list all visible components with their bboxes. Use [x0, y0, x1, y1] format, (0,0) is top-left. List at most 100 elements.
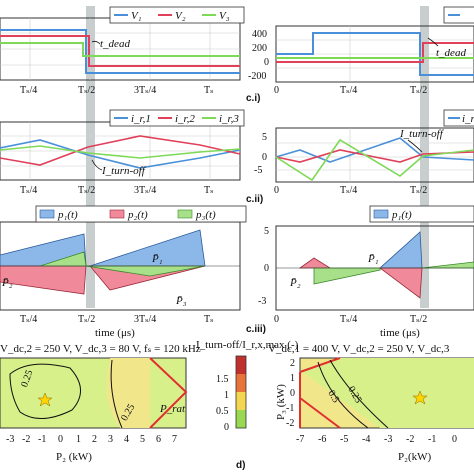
- pmax-boundary: [149, 357, 188, 429]
- panel-c-i: 400 200 0 -200 0 Tₛ/4 Tₛ/2 t_dead c.i): [246, 6, 474, 104]
- x-tick: 7: [172, 434, 177, 445]
- colorbar-tick: 1: [224, 390, 229, 401]
- x-tick: Tₛ/4: [340, 314, 357, 325]
- panel-a-i: V₁ V₂ V₃ t_dead Tₛ/4 Tₛ/2 3Tₛ/4 Tₛ: [0, 6, 245, 96]
- legend-p2: p₂(t): [127, 209, 148, 221]
- annotation-tdead: t_dead: [436, 47, 466, 59]
- legend-v2: V₂: [175, 10, 186, 22]
- legend-v3: V₃: [219, 10, 230, 22]
- contour: [317, 361, 369, 429]
- legend-ir3: i_r,3: [219, 113, 239, 125]
- colorbar: I_turn-off/I_r,x,max (-) 1.5 1 0.5 0 d): [196, 339, 299, 471]
- series-ir3: [275, 138, 474, 182]
- legend-ir2: i_r,2: [175, 113, 195, 125]
- contour: [110, 359, 123, 429]
- y-tick: -5: [254, 165, 262, 176]
- x-tick: -7: [296, 434, 304, 445]
- series-ir3: [0, 145, 241, 159]
- contour: [9, 363, 81, 419]
- annotation-prat: P_rat: [159, 403, 186, 415]
- legend-p3: p₃(t): [195, 209, 216, 221]
- y-tick: 1: [290, 373, 295, 384]
- x-tick: 1: [76, 434, 81, 445]
- x-tick: 6: [156, 434, 161, 445]
- x-axis-label: P₂ (kW): [56, 451, 92, 463]
- heatmap-title: V_dc,1 = 400 V, V_dc,2 = 250 V, V_dc,3: [268, 343, 450, 355]
- mean-label: P̄₁: [367, 253, 379, 265]
- x-tick: -2: [22, 434, 30, 445]
- x-axis-label: time (μs): [95, 327, 135, 339]
- y-tick: 400: [252, 29, 267, 40]
- y-tick: 5: [262, 132, 267, 143]
- legend-v1: V₁: [131, 10, 142, 22]
- mean-label: P̄₂: [289, 277, 301, 289]
- pmax-boundary: [299, 357, 341, 429]
- area-p1: [378, 231, 423, 269]
- legend-ir1: i_r,1: [131, 113, 151, 125]
- star-marker: [412, 390, 428, 405]
- x-axis-label: time (μs): [380, 327, 420, 339]
- x-tick: Tₛ/2: [410, 85, 427, 96]
- x-axis-label: P₂(kW): [398, 451, 431, 463]
- x-tick: Tₛ/4: [340, 85, 357, 96]
- colorbar-title: I_turn-off/I_r,x,max (-): [196, 339, 299, 351]
- x-tick: 3Tₛ/4: [134, 314, 156, 325]
- x-tick: -2: [406, 434, 414, 445]
- mean-label: P̄₁: [151, 253, 163, 265]
- contour: [329, 359, 389, 429]
- highlight-band-left: [86, 6, 95, 308]
- x-tick: Tₛ/2: [78, 185, 95, 196]
- panel-label: c.ii): [246, 194, 263, 205]
- x-tick: Tₛ/4: [20, 185, 37, 196]
- y-tick: 0: [262, 152, 267, 163]
- x-tick: -3: [384, 434, 392, 445]
- x-tick: 0: [274, 314, 279, 325]
- x-tick: 3Tₛ/4: [134, 185, 156, 196]
- annotation-iturnoff: I_turn-off: [101, 165, 147, 177]
- x-tick: -5: [340, 434, 348, 445]
- mean-label: P̄₂: [1, 277, 13, 289]
- x-tick: Tₛ/2: [410, 185, 427, 196]
- x-tick: Tₛ/2: [78, 85, 95, 96]
- series-ir1: [275, 137, 474, 163]
- colorbar-tick: 1.5: [216, 374, 229, 385]
- heatmap-title: V_dc,2 = 250 V, V_dc,3 = 80 V, fₛ = 120 …: [0, 343, 201, 355]
- legend-ir1: i_r,1: [462, 113, 474, 125]
- y-tick: 0: [290, 388, 295, 399]
- panel-c-iii: 5 0 -3 p₁(t) P̄₁ P̄₂ 0 Tₛ/4 Tₛ/2 time (μ…: [246, 205, 474, 339]
- x-tick: Tₛ/2: [410, 314, 427, 325]
- y-tick: 2: [290, 358, 295, 369]
- x-tick: 3: [108, 434, 113, 445]
- y-tick: 0: [264, 263, 269, 274]
- series-v1: [0, 29, 240, 74]
- panel-label: d): [236, 460, 245, 471]
- x-tick: Tₛ: [204, 185, 213, 196]
- y-tick: -2: [286, 418, 294, 429]
- y-tick: 200: [252, 43, 267, 54]
- annotation-iturnoff: I_turn-off: [399, 128, 445, 140]
- x-tick: 0: [452, 434, 457, 445]
- x-tick: -1: [38, 434, 46, 445]
- y-tick: 5: [264, 226, 269, 237]
- panel-c-ii: 5 0 -5 0 Tₛ/4 Tₛ/2 I_turn-off c.ii) i_r,…: [246, 109, 474, 205]
- area-p1: [0, 229, 206, 267]
- panel-label: c.i): [246, 93, 260, 104]
- annotation-tdead: t_dead: [100, 38, 130, 50]
- star-marker: [37, 392, 53, 407]
- y-tick: -200: [248, 71, 266, 82]
- series-v3: [0, 42, 240, 57]
- y-tick: 0: [264, 57, 269, 68]
- y-tick: -3: [258, 296, 266, 307]
- x-tick: 2: [92, 434, 97, 445]
- panel-label: c.iii): [246, 324, 266, 335]
- colorbar-tick: 0.5: [216, 406, 229, 417]
- series-v1: [276, 32, 474, 76]
- x-tick: -6: [318, 434, 326, 445]
- panel-b-axis: -3 -2 -1 0 1 2 3 4 5 6 7 P₂ (kW): [6, 434, 177, 463]
- x-tick: Tₛ: [204, 314, 213, 325]
- x-tick: 5: [140, 434, 145, 445]
- contour-label: 0.5: [325, 389, 341, 405]
- panel-d: V_dc,1 = 400 V, V_dc,2 = 250 V, V_dc,3 0…: [268, 343, 474, 463]
- series-v2: [276, 42, 474, 63]
